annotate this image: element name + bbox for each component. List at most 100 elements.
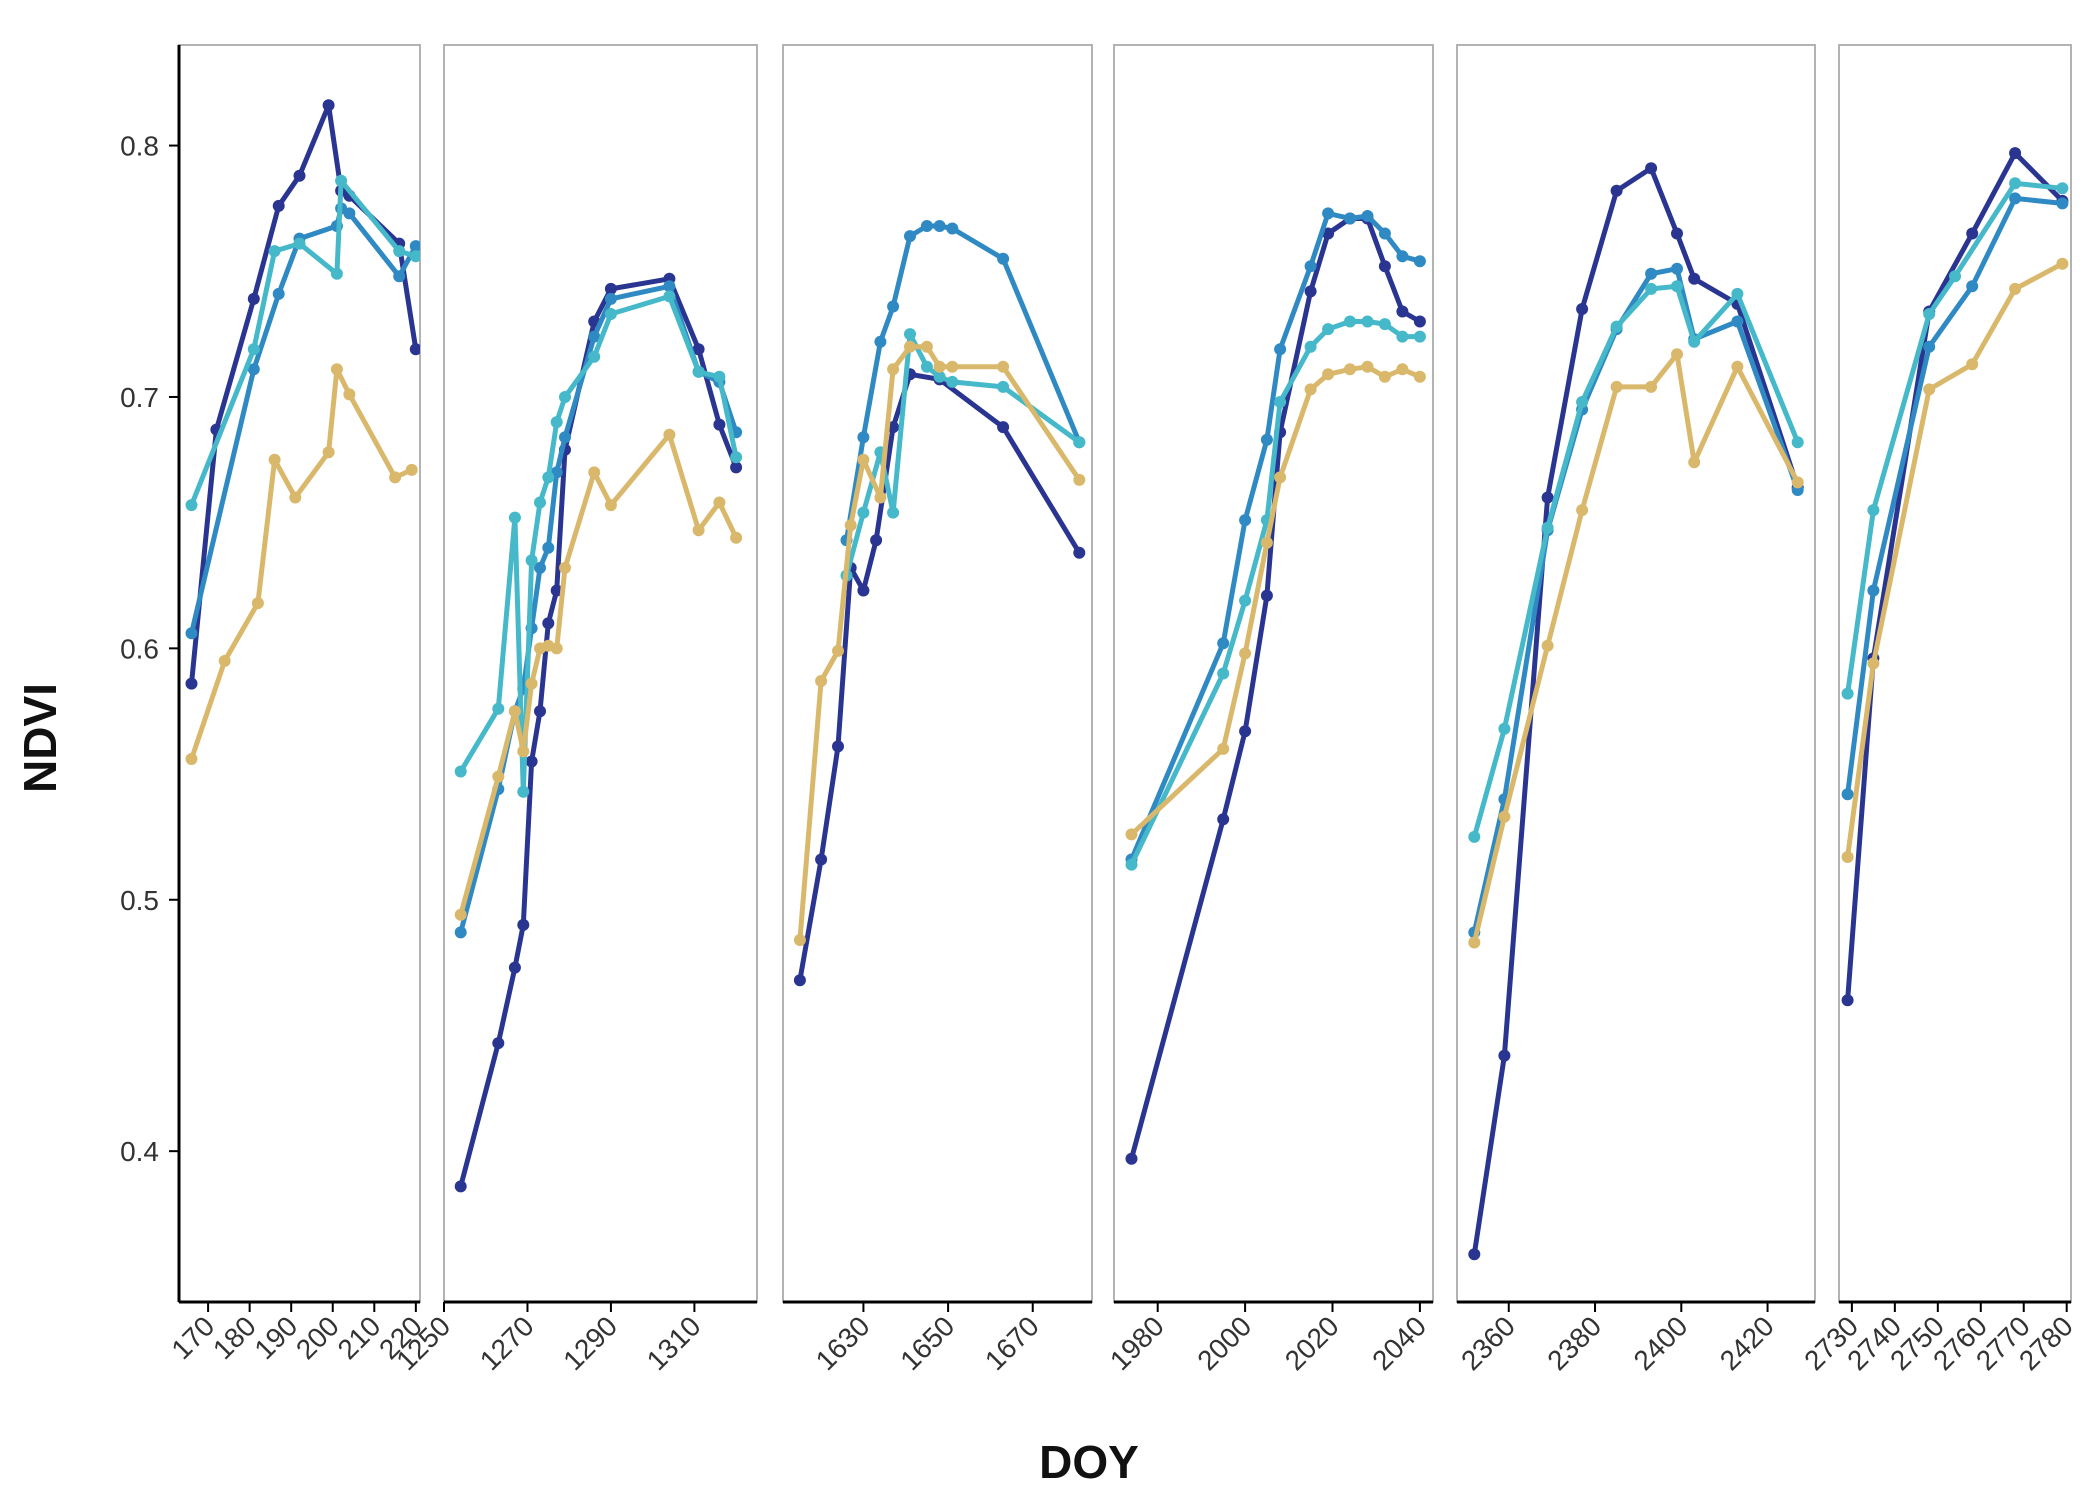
x-tick-label: 2000 — [1191, 1310, 1257, 1376]
data-point — [550, 584, 563, 597]
data-point — [1791, 436, 1804, 449]
data-point — [904, 230, 916, 243]
data-point — [2056, 257, 2069, 270]
data-point — [1361, 360, 1374, 373]
data-point — [1949, 270, 1961, 283]
data-point — [1671, 280, 1683, 293]
series-line-4 — [189, 366, 415, 762]
y-tick-label: 0.4 — [120, 1136, 159, 1167]
data-point — [997, 252, 1010, 265]
data-point — [2009, 177, 2022, 190]
data-point — [1791, 476, 1804, 489]
data-point — [1217, 667, 1230, 680]
data-point — [1125, 828, 1138, 841]
y-tick-label: 0.8 — [120, 131, 159, 162]
data-point — [1239, 647, 1252, 660]
data-point — [1867, 504, 1880, 517]
data-point — [1378, 370, 1391, 383]
data-point — [1413, 370, 1426, 383]
data-point — [1322, 227, 1335, 240]
data-point — [1322, 368, 1335, 381]
data-point — [1923, 383, 1936, 396]
data-point — [343, 207, 356, 220]
data-point — [1073, 473, 1086, 486]
x-tick-label: 1290 — [557, 1310, 623, 1376]
x-tick-label: 2020 — [1279, 1310, 1345, 1376]
data-point — [1073, 546, 1086, 559]
data-point — [887, 363, 900, 376]
series-line-2 — [1845, 195, 2065, 797]
data-point — [663, 428, 676, 441]
data-point — [793, 934, 806, 946]
data-point — [272, 287, 285, 300]
x-tick-label: 1980 — [1104, 1310, 1170, 1376]
data-point — [393, 270, 406, 283]
data-point — [559, 431, 571, 444]
data-point — [1396, 305, 1409, 318]
data-point — [1344, 315, 1356, 328]
panel-3: 1630 1650 1670 — [782, 44, 1093, 1376]
panel-plot-area — [1468, 162, 1804, 1261]
data-point — [1073, 436, 1086, 449]
data-point — [1498, 722, 1511, 735]
data-point — [946, 375, 959, 388]
data-point — [247, 292, 260, 305]
data-point — [293, 169, 306, 182]
data-point — [1468, 1248, 1481, 1261]
data-point — [1923, 308, 1936, 320]
panel-plot-area — [1841, 147, 2069, 1007]
x-tick-label: 1650 — [894, 1310, 960, 1376]
data-point — [322, 446, 335, 459]
data-point — [1413, 315, 1426, 328]
data-point — [997, 421, 1010, 434]
data-point — [1260, 589, 1273, 602]
data-point — [730, 531, 743, 544]
data-point — [663, 280, 676, 293]
data-point — [1541, 491, 1554, 504]
data-point — [1361, 315, 1374, 328]
data-point — [517, 918, 530, 931]
data-point — [1576, 303, 1589, 315]
data-point — [272, 199, 285, 212]
data-point — [1610, 184, 1623, 197]
data-point — [1125, 858, 1138, 871]
data-point — [268, 245, 281, 258]
data-point — [542, 541, 555, 554]
data-point — [550, 416, 563, 429]
data-point — [832, 644, 844, 657]
data-point — [492, 770, 505, 783]
x-tick-label: 1270 — [474, 1310, 540, 1376]
data-point — [1468, 936, 1481, 949]
data-point — [185, 677, 198, 690]
data-point — [389, 471, 402, 484]
data-point — [1217, 742, 1230, 755]
data-point — [1966, 227, 1979, 240]
y-tick-label: 0.6 — [120, 633, 159, 664]
data-point — [1217, 813, 1230, 826]
data-point — [663, 290, 676, 303]
data-point — [1688, 335, 1701, 348]
series-line-3 — [1845, 180, 2065, 697]
data-point — [730, 461, 743, 474]
panel-5: 2360 2380 2400 2420 — [1455, 44, 1816, 1376]
data-point — [330, 267, 343, 280]
data-point — [2056, 182, 2069, 195]
data-point — [997, 360, 1010, 373]
data-point — [1396, 330, 1409, 343]
data-point — [492, 1037, 505, 1050]
data-point — [1576, 396, 1589, 408]
data-point — [874, 491, 887, 504]
x-tick-label: 1630 — [810, 1310, 876, 1376]
data-point — [1239, 594, 1252, 607]
data-point — [393, 245, 406, 258]
data-point — [1645, 162, 1658, 175]
data-point — [517, 745, 530, 758]
data-point — [1688, 272, 1701, 285]
x-tick-label: 1670 — [979, 1310, 1045, 1376]
data-point — [335, 174, 348, 187]
data-point — [185, 499, 198, 512]
y-axis-ticks: 0.4 0.5 0.6 0.7 0.8 — [120, 131, 179, 1167]
data-point — [1274, 343, 1287, 356]
